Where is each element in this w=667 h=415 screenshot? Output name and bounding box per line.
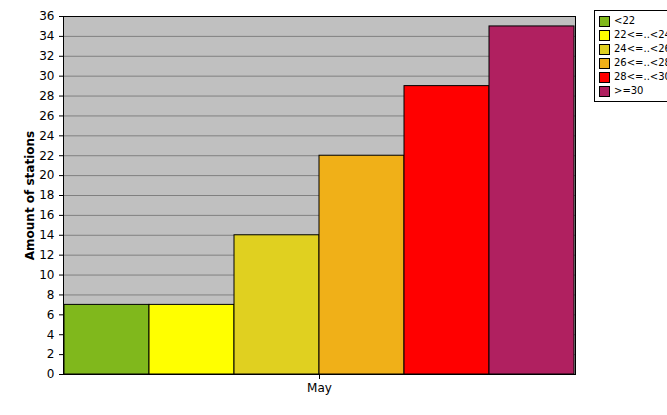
svg-text:20: 20: [39, 168, 54, 182]
svg-text:34: 34: [39, 29, 54, 43]
svg-text:6: 6: [47, 308, 55, 322]
svg-text:May: May: [307, 381, 332, 395]
svg-text:32: 32: [39, 49, 54, 63]
html-text:<22: <22: [614, 15, 636, 26]
svg-text:24: 24: [39, 129, 54, 143]
svg-text:36: 36: [39, 9, 54, 23]
svg-text:30: 30: [39, 69, 54, 83]
svg-text:14: 14: [39, 228, 54, 242]
svg-text:16: 16: [39, 208, 54, 222]
svg-text:12: 12: [39, 248, 54, 262]
svg-text:26: 26: [39, 109, 54, 123]
svg-text:22: 22: [39, 149, 54, 163]
svg-text:28: 28: [39, 89, 54, 103]
svg-text:4: 4: [47, 328, 55, 342]
svg-text:8: 8: [47, 288, 55, 302]
svg-text:Amount of stations: Amount of stations: [23, 131, 37, 260]
html-text:>=30: >=30: [614, 85, 644, 96]
svg-text:2: 2: [47, 347, 55, 361]
svg-text:0: 0: [47, 367, 55, 381]
svg-text:18: 18: [39, 188, 54, 202]
svg-text:10: 10: [39, 268, 54, 282]
